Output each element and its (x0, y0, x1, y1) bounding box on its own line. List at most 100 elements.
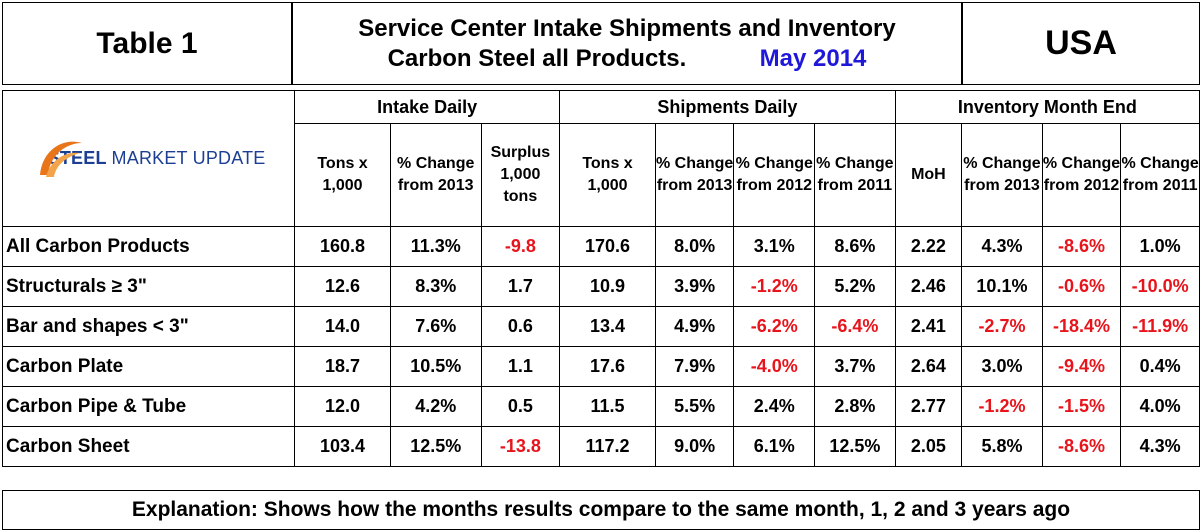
table-cell: -0.6% (1041, 266, 1122, 307)
column-header: % Change from 2011 (1120, 123, 1200, 227)
region-text: USA (1045, 24, 1117, 62)
table-cell: 10.1% (961, 266, 1043, 307)
row-label: All Carbon Products (1, 226, 296, 267)
row-label: Carbon Pipe & Tube (1, 386, 296, 427)
column-header: % Change from 2013 (654, 123, 735, 227)
table-cell: 12.0 (294, 386, 391, 427)
table-row: All Carbon Products 160.8 11.3% -9.8 170.6 8.… (1, 226, 1200, 267)
table-cell: 4.0% (1120, 386, 1200, 427)
row-label: Carbon Plate (1, 346, 296, 387)
group-shipments-daily: Shipments Daily (559, 90, 896, 124)
logo-cell: STEEL MARKET UPDATE (1, 90, 296, 227)
table-cell: -6.2% (733, 306, 816, 347)
column-header: % Change from 2012 (1041, 123, 1122, 227)
table-cell: 1.7 (480, 266, 561, 307)
title-date: May 2014 (759, 44, 867, 72)
title-line-2: Carbon Steel all Products. May 2014 (388, 44, 867, 74)
table-cell: -13.8 (480, 426, 561, 467)
table-cell: 160.8 (294, 226, 391, 267)
table-body: All Carbon Products 160.8 11.3% -9.8 170.6 8.… (1, 226, 1200, 467)
column-header: % Change from 2013 (389, 123, 482, 227)
group-header-row: STEEL MARKET UPDATE Intake Daily Shipmen… (1, 90, 1201, 227)
table-cell: -8.6% (1041, 226, 1122, 267)
swoosh-icon (32, 131, 88, 187)
title-subject: Carbon Steel all Products. (387, 44, 687, 72)
table-row: Carbon Plate 18.7 10.5% 1.1 17.6 7.9% -4.0% 3.7… (1, 346, 1200, 387)
table-cell: 14.0 (294, 306, 391, 347)
table-cell: 0.6 (480, 306, 561, 347)
table-cell: 6.1% (733, 426, 816, 467)
column-header: % Change from 2011 (814, 123, 896, 227)
logo-word-steel: STEEL (47, 148, 107, 168)
table-cell: 3.1% (733, 226, 816, 267)
region-label: USA (962, 2, 1200, 85)
column-header: Surplus 1,000 tons (480, 123, 561, 227)
table-cell: 7.6% (389, 306, 482, 347)
table-cell: -1.5% (1041, 386, 1122, 427)
logo-wordmark: STEEL MARKET UPDATE (48, 148, 266, 169)
table-cell: 170.6 (559, 226, 656, 267)
table-cell: 4.9% (654, 306, 735, 347)
table-cell: 2.8% (814, 386, 896, 427)
table-cell: 3.9% (654, 266, 735, 307)
group-intake-daily: Intake Daily (294, 90, 561, 124)
table-cell: 5.5% (654, 386, 735, 427)
table-cell: 18.7 (294, 346, 391, 387)
table-cell: 117.2 (559, 426, 656, 467)
page-title: Service Center Intake Shipments and Inve… (292, 2, 962, 85)
column-header-row: Tons x 1,000% Change from 2013 Surplus 1,… (3, 123, 1200, 227)
table-cell: 9.0% (654, 426, 735, 467)
column-header: Tons x 1,000 (559, 123, 656, 227)
row-label: Bar and shapes < 3" (1, 306, 296, 347)
table-cell: 103.4 (294, 426, 391, 467)
title-line-1: Service Center Intake Shipments and Inve… (358, 14, 896, 42)
table-cell: 7.9% (654, 346, 735, 387)
logo-word-market-update: MARKET UPDATE (111, 148, 266, 168)
table-row: Bar and shapes < 3" 14.0 7.6% 0.6 13.4 4.9% -6… (1, 306, 1200, 347)
data-table: STEEL MARKET UPDATE Intake Daily Shipmen… (1, 90, 1201, 467)
table-number-text: Table 1 (96, 26, 198, 60)
table-cell: 2.64 (894, 346, 963, 387)
table-cell: 2.41 (894, 306, 963, 347)
table-cell: -10.0% (1120, 266, 1200, 307)
table-cell: 12.5% (814, 426, 896, 467)
table-cell: 11.5 (559, 386, 656, 427)
table-cell: 0.5 (480, 386, 561, 427)
table-cell: 2.46 (894, 266, 963, 307)
table-cell: 8.6% (814, 226, 896, 267)
table-cell: 4.3% (961, 226, 1043, 267)
table-cell: -9.8 (480, 226, 561, 267)
table-number-label: Table 1 (2, 2, 292, 85)
table-row: Carbon Sheet 103.4 12.5% -13.8 117.2 9.0% 6.1%… (1, 426, 1200, 467)
table-cell: 8.0% (654, 226, 735, 267)
table-cell: 13.4 (559, 306, 656, 347)
table-cell: 10.5% (389, 346, 482, 387)
column-header: % Change from 2012 (733, 123, 816, 227)
table-cell: 1.0% (1120, 226, 1200, 267)
table-cell: 3.0% (961, 346, 1043, 387)
table-cell: 2.22 (894, 226, 963, 267)
group-inventory-month-end: Inventory Month End (894, 90, 1201, 124)
table-cell: 5.2% (814, 266, 896, 307)
table-row: Carbon Pipe & Tube 12.0 4.2% 0.5 11.5 5.5% 2.4… (1, 386, 1200, 427)
column-header: % Change from 2013 (961, 123, 1043, 227)
table-cell: 17.6 (559, 346, 656, 387)
column-header: MoH (894, 123, 963, 227)
table-cell: 12.6 (294, 266, 391, 307)
steel-market-update-logo: STEEL MARKET UPDATE (3, 91, 294, 226)
table-cell: 11.3% (389, 226, 482, 267)
table-cell: -11.9% (1120, 306, 1200, 347)
table-cell: 3.7% (814, 346, 896, 387)
table-cell: -4.0% (733, 346, 816, 387)
column-header: Tons x 1,000 (294, 123, 391, 227)
table-cell: 5.8% (961, 426, 1043, 467)
table-cell: 12.5% (389, 426, 482, 467)
explanation-text: Explanation: Shows how the months result… (131, 498, 1071, 521)
table-cell: 4.2% (389, 386, 482, 427)
table-cell: 2.4% (733, 386, 816, 427)
table-cell: -1.2% (961, 386, 1043, 427)
table-cell: -1.2% (733, 266, 816, 307)
table-cell: 8.3% (389, 266, 482, 307)
table-cell: -6.4% (814, 306, 896, 347)
table-cell: 2.77 (894, 386, 963, 427)
